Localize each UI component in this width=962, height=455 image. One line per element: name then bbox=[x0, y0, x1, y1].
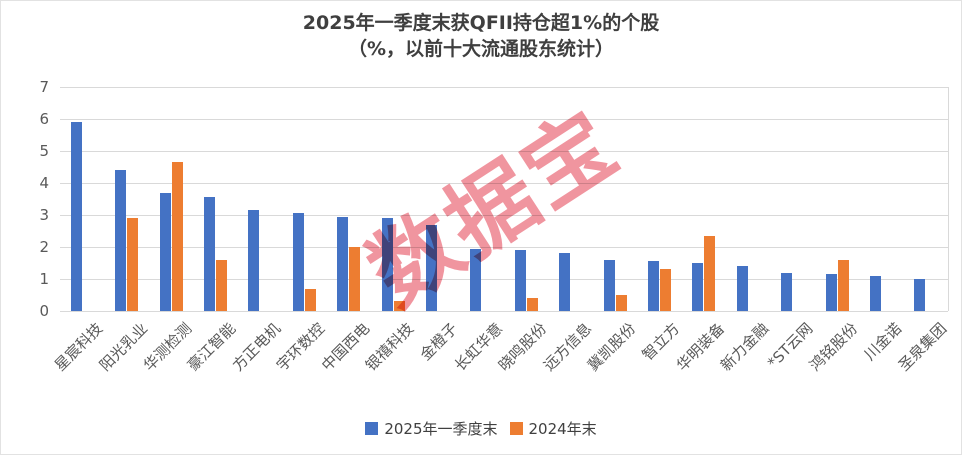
bar-2025q1-方正电机 bbox=[248, 210, 260, 311]
y-axis-tick-5: 5 bbox=[39, 142, 49, 160]
gridline-y4 bbox=[60, 183, 948, 184]
bar-2025q1-晓鸣股份 bbox=[514, 250, 526, 311]
bar-2024end-华明装备 bbox=[704, 235, 716, 311]
bar-2025q1-鸿铭股份 bbox=[825, 274, 837, 311]
bar-2024end-智立方 bbox=[659, 269, 671, 311]
bar-2025q1-宇环数控 bbox=[292, 213, 304, 311]
plot-right-border bbox=[948, 87, 949, 311]
x-axis-label-新力金融: 新力金融 bbox=[717, 319, 773, 375]
bar-2024end-中国西电 bbox=[349, 247, 361, 311]
x-axis-label-中国西电: 中国西电 bbox=[317, 319, 373, 375]
gridline-y2 bbox=[60, 247, 948, 248]
bar-2025q1-川金诺 bbox=[869, 275, 881, 311]
x-axis-label-冀凯股份: 冀凯股份 bbox=[583, 319, 640, 375]
x-axis-label-阳光乳业: 阳光乳业 bbox=[95, 319, 151, 375]
bar-2024end-冀凯股份 bbox=[615, 295, 627, 311]
bar-2024end-宇环数控 bbox=[304, 288, 316, 311]
legend-swatch-2025q1 bbox=[365, 422, 379, 435]
bar-2024end-银禧科技 bbox=[393, 301, 405, 311]
gridline-y1 bbox=[60, 279, 948, 280]
legend-item-2025q1: 2025年一季度末 bbox=[365, 418, 498, 439]
legend-label-2024end: 2024年末 bbox=[528, 420, 597, 438]
bar-2025q1-新力金融 bbox=[736, 266, 748, 311]
x-axis-label-鸿铭股份: 鸿铭股份 bbox=[805, 319, 862, 375]
gridline-y3 bbox=[60, 215, 948, 216]
bar-2025q1-华明装备 bbox=[692, 263, 704, 311]
bar-2025q1-圣泉集团 bbox=[914, 279, 926, 311]
legend-swatch-2024end bbox=[509, 422, 523, 435]
x-axis-label-晓鸣股份: 晓鸣股份 bbox=[495, 319, 551, 375]
y-axis-tick-4: 4 bbox=[39, 174, 49, 192]
legend: 2025年一季度末 2024年末 bbox=[1, 418, 961, 439]
bar-2025q1-*ST云网 bbox=[781, 272, 793, 311]
gridline-y0 bbox=[60, 311, 948, 312]
x-axis-label-方正电机: 方正电机 bbox=[228, 319, 284, 375]
bar-2025q1-中国西电 bbox=[337, 216, 349, 311]
y-axis-tick-2: 2 bbox=[39, 238, 49, 256]
chart-title-block: 2025年一季度末获QFII持仓超1%的个股 （%，以前十大流通股东统计） bbox=[1, 10, 961, 62]
gridline-y7 bbox=[60, 87, 948, 88]
gridline-y6 bbox=[60, 119, 948, 120]
y-axis-tick-0: 0 bbox=[39, 302, 49, 320]
y-axis-tick-7: 7 bbox=[39, 78, 49, 96]
bar-2025q1-华测检测 bbox=[159, 192, 171, 311]
bar-2024end-豪江智能 bbox=[215, 259, 227, 311]
x-axis-label-圣泉集团: 圣泉集团 bbox=[894, 319, 950, 375]
y-axis-tick-3: 3 bbox=[39, 206, 49, 224]
bar-2024end-阳光乳业 bbox=[127, 218, 139, 311]
legend-label-2025q1: 2025年一季度末 bbox=[384, 420, 498, 438]
x-axis-label-华测检测: 华测检测 bbox=[139, 319, 196, 375]
chart-subtitle: （%，以前十大流通股东统计） bbox=[347, 38, 615, 61]
bar-2025q1-长虹华意 bbox=[470, 248, 482, 311]
bar-2025q1-远方信息 bbox=[559, 253, 571, 311]
y-axis-tick-6: 6 bbox=[39, 110, 49, 128]
bar-2024end-晓鸣股份 bbox=[526, 298, 538, 311]
bar-2025q1-智立方 bbox=[647, 261, 659, 311]
bar-2024end-鸿铭股份 bbox=[837, 259, 849, 311]
bar-2025q1-星宸科技 bbox=[70, 122, 82, 311]
bar-2024end-华测检测 bbox=[171, 162, 183, 311]
bar-2025q1-冀凯股份 bbox=[603, 259, 615, 311]
x-axis-label-银禧科技: 银禧科技 bbox=[361, 319, 418, 375]
x-axis-label-豪江智能: 豪江智能 bbox=[184, 319, 240, 375]
bar-2025q1-金橙子 bbox=[425, 224, 437, 311]
x-axis-label-华明装备: 华明装备 bbox=[672, 319, 728, 375]
bar-2025q1-银禧科技 bbox=[381, 218, 393, 311]
x-axis-label-宇环数控: 宇环数控 bbox=[273, 319, 329, 375]
chart-title: 2025年一季度末获QFII持仓超1%的个股 bbox=[302, 12, 660, 34]
x-axis-label-星宸科技: 星宸科技 bbox=[51, 319, 107, 375]
legend-item-2024end: 2024年末 bbox=[509, 418, 597, 439]
gridline-y5 bbox=[60, 151, 948, 152]
x-axis-label-远方信息: 远方信息 bbox=[539, 319, 595, 375]
bar-2025q1-豪江智能 bbox=[203, 197, 215, 311]
y-axis-tick-1: 1 bbox=[39, 270, 49, 288]
x-axis-label-长虹华意: 长虹华意 bbox=[450, 319, 506, 375]
bar-2025q1-阳光乳业 bbox=[115, 170, 127, 311]
